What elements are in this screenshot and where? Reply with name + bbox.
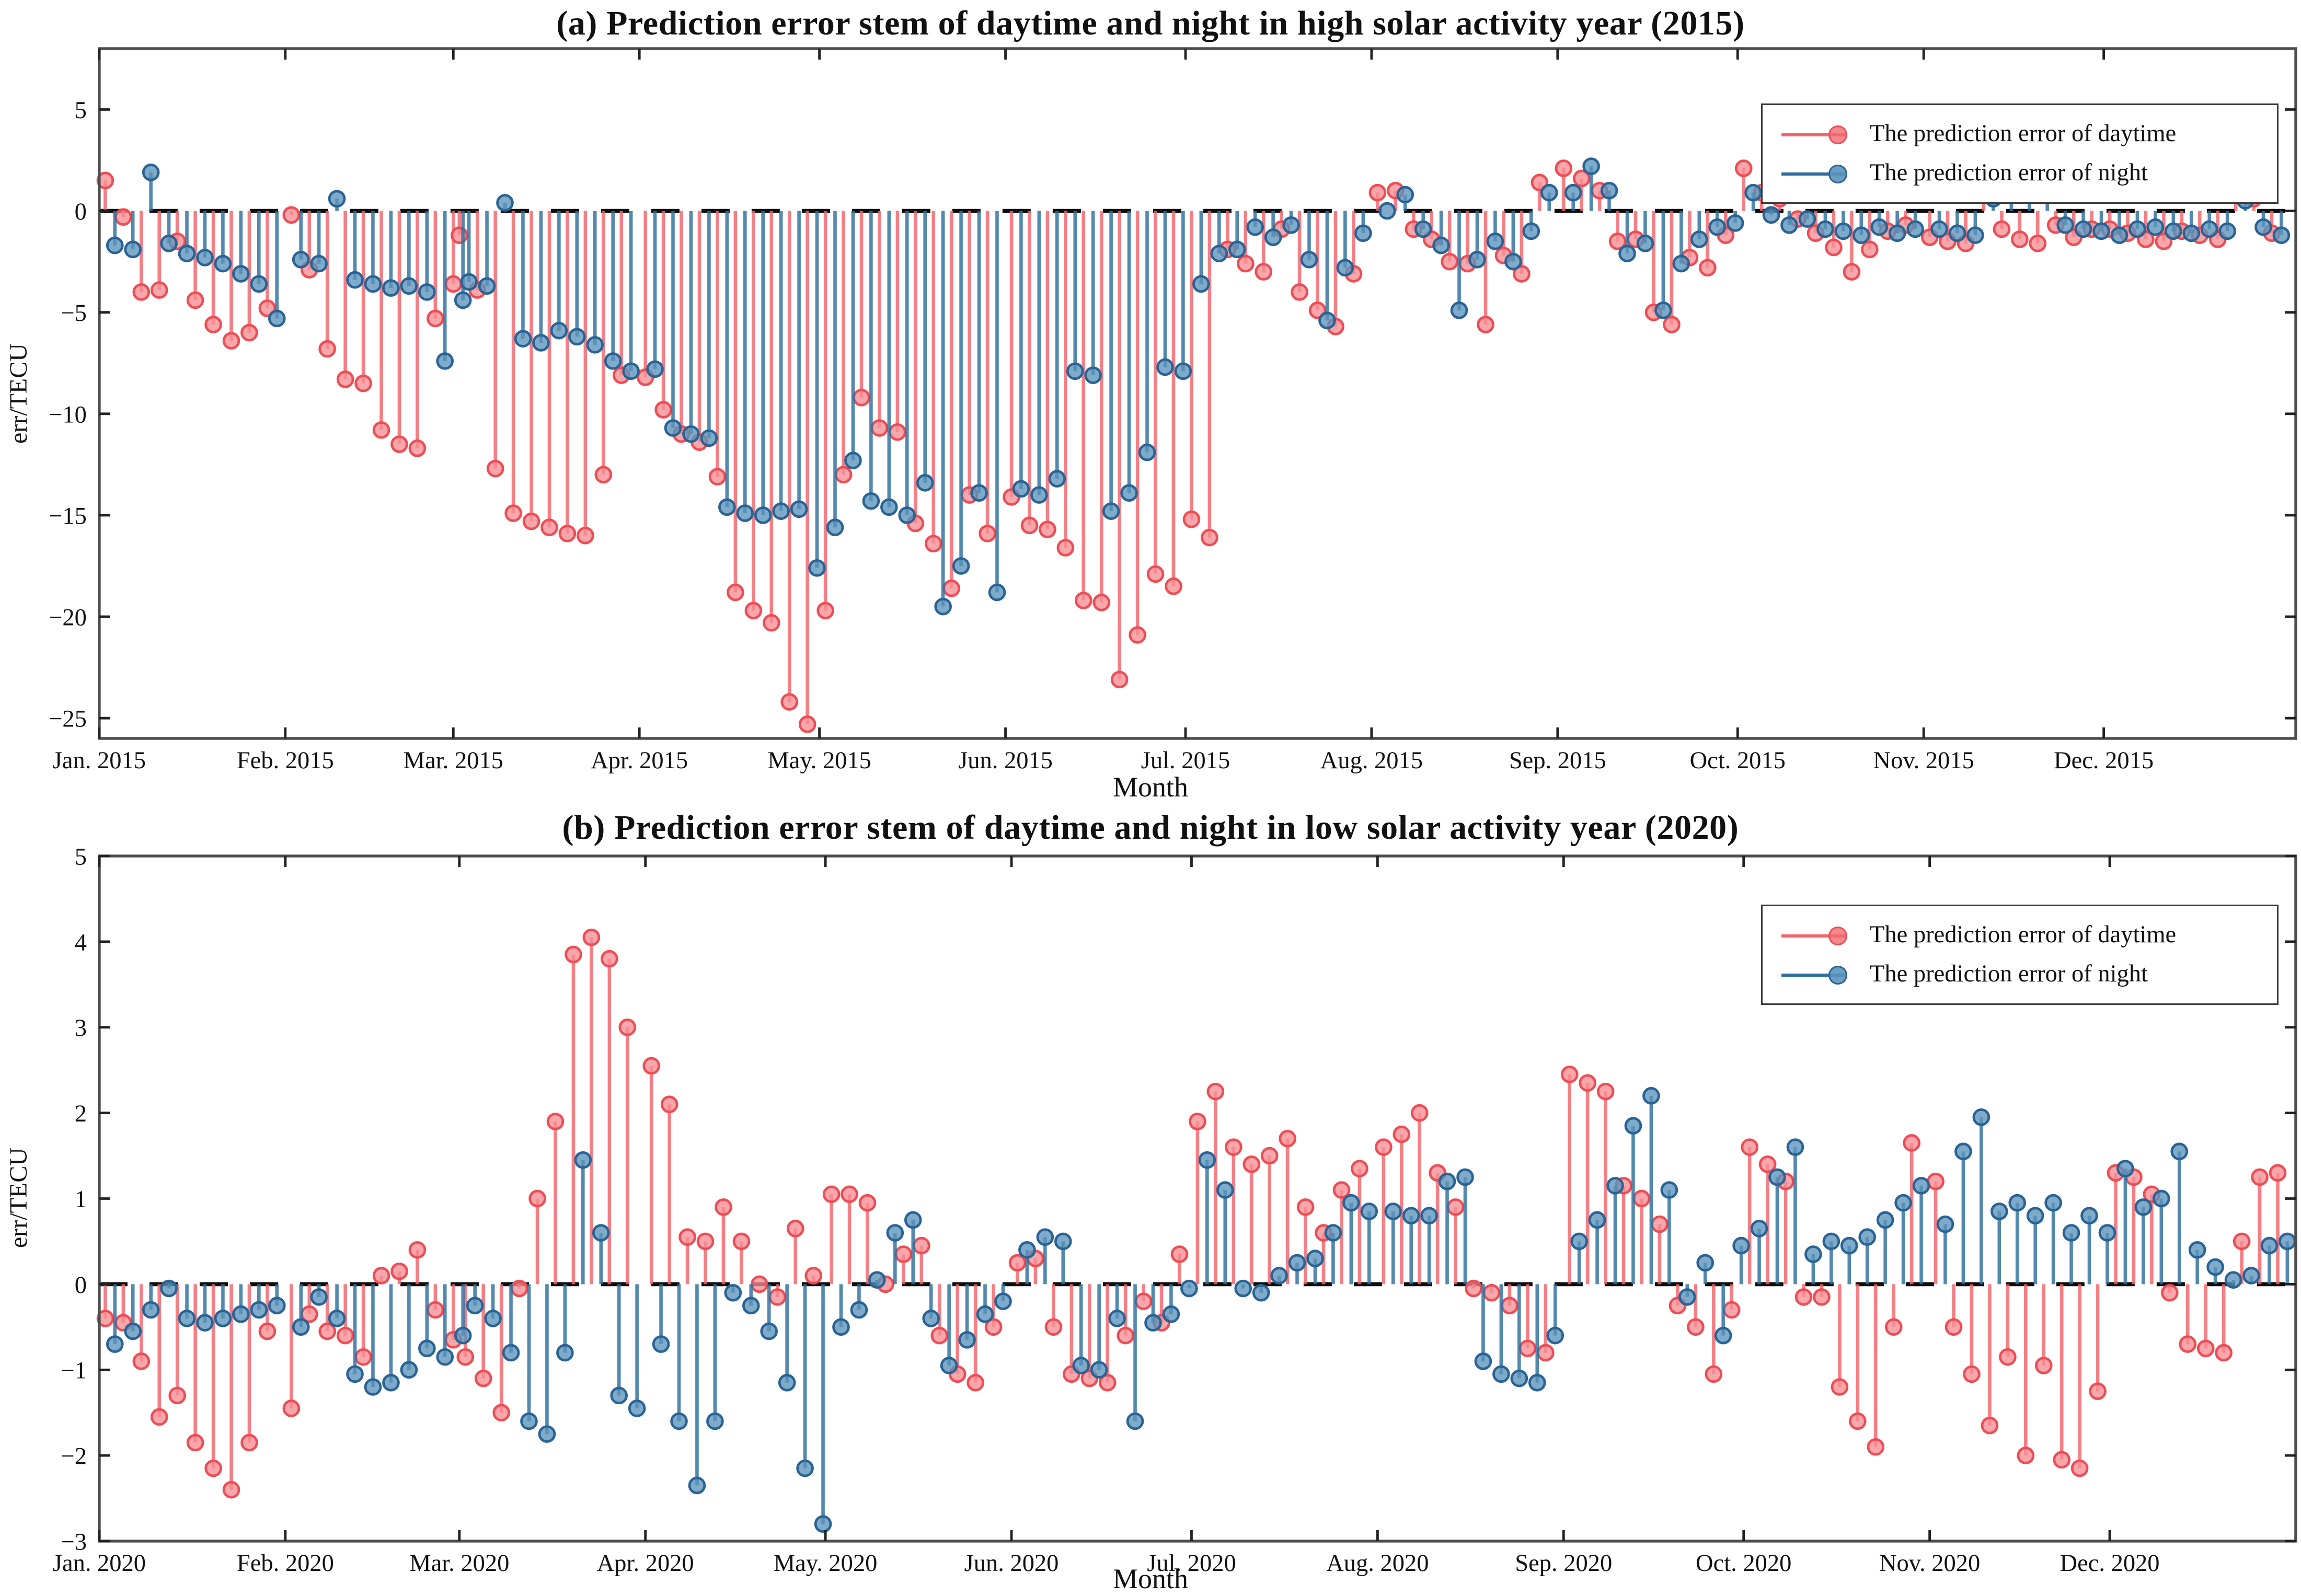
panel-a-plot: Jan. 2015 Feb. 2015 Mar. 2015 Apr. 2015 May.… (49, 47, 2297, 774)
y-tick-label: −5 (61, 300, 86, 327)
x-tick-label: Jun. 2015 (958, 747, 1053, 774)
x-tick-label: Mar. 2015 (404, 747, 503, 774)
y-tick-label: −1 (61, 1358, 86, 1384)
y-tick-label: 1 (75, 1186, 87, 1213)
daytime-stem-icon (1781, 124, 1854, 144)
y-tick-label: 5 (75, 97, 87, 124)
x-tick-label: Jul. 2015 (1141, 747, 1230, 774)
x-tick-label: Nov. 2015 (1873, 747, 1974, 774)
x-tick-label: Jan. 2015 (53, 747, 146, 774)
y-tick-label: 5 (75, 843, 87, 870)
x-tick-label: May. 2015 (767, 747, 871, 774)
x-tick-label: Sep. 2020 (1515, 1550, 1612, 1577)
legend-item-daytime: The prediction error of daytime (1781, 916, 2262, 955)
x-tick-label: Jun. 2020 (964, 1550, 1059, 1577)
x-tick-label: Aug. 2020 (1326, 1550, 1429, 1577)
legend-label-daytime: The prediction error of daytime (1869, 120, 2177, 147)
x-tick-label: Feb. 2020 (237, 1550, 334, 1577)
x-tick-label: Jan. 2020 (53, 1550, 146, 1577)
legend-item-daytime: The prediction error of daytime (1781, 114, 2262, 154)
panel-a: (a) Prediction error stem of daytime and… (6, 3, 2297, 803)
daytime-stem-icon (1781, 926, 1854, 945)
stems-daytime (96, 928, 2287, 1499)
y-tick-label: 4 (75, 929, 87, 956)
legend-item-night: The prediction error of night (1781, 154, 2262, 193)
x-tick-label: Jul. 2020 (1147, 1550, 1236, 1577)
legend-label-night: The prediction error of night (1869, 960, 2148, 987)
panel-a-legend: The prediction error of daytime The pred… (1761, 103, 2279, 204)
y-tick-label: 2 (75, 1101, 87, 1127)
axis-ticks: Jan. 2015 Feb. 2015 Mar. 2015 Apr. 2015 May.… (49, 49, 2296, 774)
x-tick-label: Nov. 2020 (1879, 1550, 1980, 1577)
x-tick-label: Apr. 2015 (591, 747, 688, 774)
x-tick-label: Oct. 2020 (1696, 1550, 1791, 1577)
stems-daytime (96, 159, 2281, 733)
plot-frame (98, 47, 2297, 740)
night-stem-icon (1781, 965, 1854, 984)
panel-b-plot: Jan. 2020 Feb. 2020 Mar. 2020 Apr. 2020 May.… (53, 843, 2297, 1577)
axis-ticks: Jan. 2020 Feb. 2020 Mar. 2020 Apr. 2020 May.… (53, 843, 2296, 1577)
night-stem-icon (1781, 164, 1854, 183)
y-tick-label: −10 (49, 401, 87, 428)
panel-b: (b) Prediction error stem of daytime and… (0, 804, 2301, 1595)
legend-label-daytime: The prediction error of daytime (1869, 921, 2177, 948)
x-tick-label: Apr. 2020 (597, 1550, 694, 1577)
panel-a-title: (a) Prediction error stem of daytime and… (556, 3, 1745, 42)
panel-a-xlabel: Month (1112, 771, 1189, 803)
x-tick-label: Feb. 2015 (237, 747, 334, 774)
x-tick-label: Dec. 2020 (2060, 1550, 2160, 1577)
panel-b-title: (b) Prediction error stem of daytime and… (562, 807, 1739, 847)
x-tick-label: Aug. 2015 (1320, 747, 1423, 774)
stems-night (106, 157, 2291, 616)
x-tick-label: Dec. 2015 (2054, 747, 2154, 774)
panel-b-xlabel: Month (1112, 1563, 1189, 1594)
x-tick-label: Oct. 2015 (1690, 747, 1786, 774)
x-tick-label: May. 2020 (774, 1550, 877, 1577)
y-tick-label: −2 (61, 1443, 86, 1470)
y-tick-label: −15 (49, 503, 87, 529)
x-tick-label: Sep. 2015 (1509, 747, 1606, 774)
y-tick-label: −20 (49, 605, 87, 631)
y-tick-label: 0 (75, 1272, 87, 1299)
y-tick-label: −25 (49, 706, 87, 733)
y-tick-label: −3 (61, 1529, 86, 1555)
panel-b-legend: The prediction error of daytime The pred… (1761, 905, 2279, 1005)
x-tick-label: Mar. 2020 (409, 1550, 509, 1577)
legend-item-night: The prediction error of night (1781, 955, 2262, 994)
y-tick-label: 0 (75, 199, 87, 225)
legend-label-night: The prediction error of night (1869, 159, 2148, 186)
y-tick-label: 3 (75, 1015, 87, 1042)
stems-night (106, 1087, 2296, 1533)
